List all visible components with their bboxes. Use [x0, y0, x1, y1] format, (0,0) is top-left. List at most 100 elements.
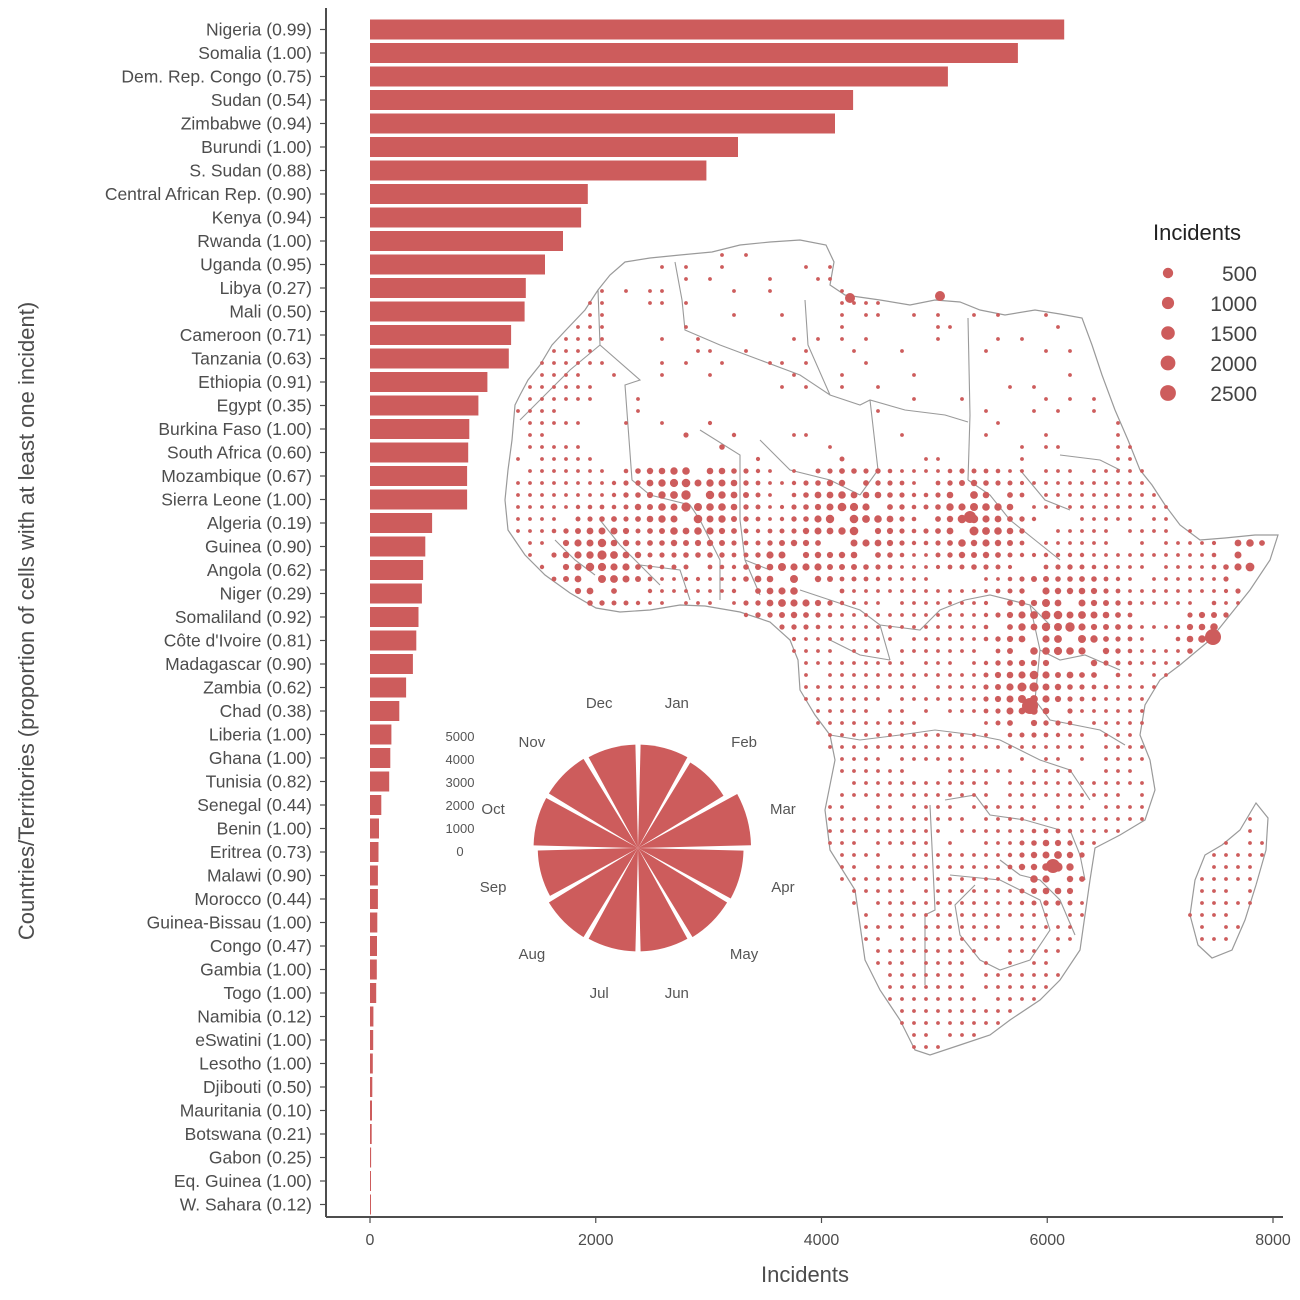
incident-dot	[600, 313, 604, 317]
incident-dot	[864, 625, 868, 629]
incident-dot	[840, 865, 844, 869]
incident-dot	[564, 337, 568, 341]
incident-dot	[540, 517, 544, 521]
incident-dot	[887, 552, 893, 558]
incident-dot	[936, 649, 940, 653]
incident-dot	[912, 1009, 916, 1013]
incident-dot	[743, 564, 749, 570]
incident-dot	[888, 877, 892, 881]
incident-dot	[814, 503, 822, 511]
incident-dot	[814, 491, 822, 499]
incident-dot	[947, 552, 953, 558]
incident-dot	[1055, 732, 1061, 738]
africa-coastline	[504, 239, 1279, 1056]
incident-dot	[1115, 588, 1121, 594]
incident-dot	[876, 589, 880, 593]
incident-dot	[540, 361, 544, 365]
bar	[370, 795, 382, 815]
incident-dot	[563, 576, 569, 582]
incident-dot	[1044, 433, 1048, 437]
incident-dot	[1042, 707, 1050, 715]
incident-dot	[912, 373, 916, 377]
incident-dot	[660, 373, 664, 377]
incident-dot	[1152, 529, 1156, 533]
incident-dot	[960, 613, 964, 617]
incident-dot	[970, 539, 978, 547]
incident-dot	[708, 373, 712, 377]
incident-dot	[1008, 769, 1012, 773]
bar	[370, 654, 413, 674]
bar	[370, 19, 1065, 40]
incident-dot	[1128, 709, 1132, 713]
incident-dot	[576, 385, 580, 389]
incident-dot	[648, 601, 652, 605]
incident-dot	[1056, 409, 1060, 413]
incident-dot	[1115, 576, 1121, 582]
incident-dot	[1212, 901, 1216, 905]
incident-dot	[1248, 901, 1252, 905]
incident-dot	[1200, 589, 1204, 593]
radial-tick-label: 2000	[446, 798, 475, 813]
incident-dot	[936, 997, 940, 1001]
incident-dot	[588, 325, 592, 329]
incident-dot	[1078, 623, 1086, 631]
incident-dot	[564, 385, 568, 389]
incident-dot	[766, 575, 774, 583]
incident-dot	[1140, 721, 1144, 725]
incident-dot	[972, 313, 976, 317]
incident-dot	[1044, 505, 1048, 509]
incident-dot	[912, 829, 916, 833]
incident-dot	[816, 637, 820, 641]
incident-dot	[840, 841, 844, 845]
incident-dot	[1175, 636, 1181, 642]
incident-dot	[597, 562, 607, 572]
incident-dot	[804, 673, 808, 677]
incident-dot	[900, 841, 904, 845]
incident-dot	[708, 601, 712, 605]
incident-dot	[984, 973, 988, 977]
incident-dot	[695, 552, 701, 558]
incident-dot	[743, 528, 749, 534]
incident-dot	[1042, 599, 1050, 607]
incident-dot	[995, 468, 1001, 474]
incident-dot	[960, 937, 964, 941]
incident-dot	[1066, 587, 1074, 595]
incident-dot	[912, 913, 916, 917]
incident-dot	[708, 589, 712, 593]
incident-dot	[828, 277, 832, 281]
incident-dot	[864, 913, 868, 917]
y-tick-label: Malawi (0.90)	[207, 866, 312, 886]
incident-dot	[876, 877, 880, 881]
incident-dot	[1128, 721, 1132, 725]
incident-dot	[948, 745, 952, 749]
incident-dot	[840, 769, 844, 773]
incident-dot	[1236, 901, 1240, 905]
incident-dot	[863, 576, 869, 582]
incident-dot	[900, 745, 904, 749]
incident-dot	[972, 673, 976, 677]
incident-dot	[1104, 757, 1108, 761]
incident-dot	[924, 601, 928, 605]
incident-dot	[564, 361, 568, 365]
incident-dot	[540, 373, 544, 377]
incident-dot	[900, 769, 904, 773]
incident-dot	[706, 479, 714, 487]
incident-dot	[684, 301, 688, 305]
bar	[370, 1124, 372, 1144]
incident-dot	[936, 469, 940, 473]
incident-dot	[1164, 661, 1168, 665]
incident-dot	[732, 313, 736, 317]
incident-dot	[900, 625, 904, 629]
y-tick-label: Kenya (0.94)	[212, 208, 312, 228]
incident-dot	[1030, 623, 1038, 631]
incident-dot	[803, 492, 809, 498]
incident-dot	[864, 757, 868, 761]
incident-dot	[528, 385, 532, 389]
incident-dot	[864, 781, 868, 785]
incident-dot	[658, 491, 666, 499]
incident-dot	[778, 551, 786, 559]
incident-dot	[852, 745, 856, 749]
legend-label: 1500	[1210, 323, 1257, 346]
incident-dot	[972, 997, 976, 1001]
incident-dot	[1200, 925, 1204, 929]
